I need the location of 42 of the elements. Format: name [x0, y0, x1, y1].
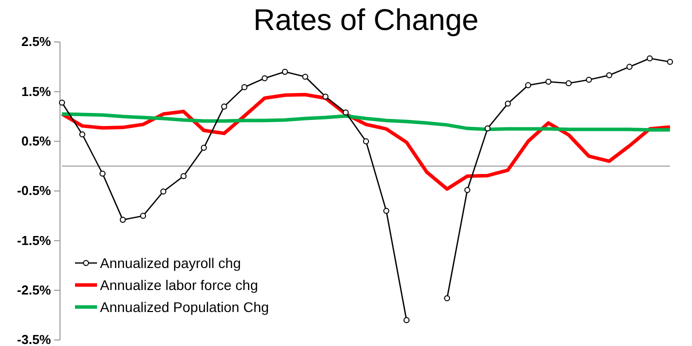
line-series	[60, 92, 672, 191]
point	[646, 55, 653, 62]
point	[100, 170, 106, 177]
point	[525, 82, 532, 88]
point	[626, 64, 632, 70]
point	[221, 104, 228, 110]
point	[545, 78, 552, 85]
point	[140, 212, 146, 219]
legend-label: Annualize labor force chg	[100, 277, 258, 294]
point	[606, 72, 612, 78]
point	[566, 80, 572, 86]
point	[362, 138, 370, 144]
point	[282, 68, 288, 75]
y-tick-label: 2.5%	[21, 34, 52, 50]
point	[58, 100, 66, 106]
point	[586, 76, 592, 83]
point	[404, 317, 410, 324]
point	[444, 295, 450, 302]
point	[160, 188, 166, 195]
point	[120, 216, 126, 223]
legend-label: Annualized payroll chg	[100, 255, 241, 272]
point	[262, 75, 268, 82]
point	[180, 173, 187, 180]
legend-label: Annualized Population Chg	[100, 299, 269, 316]
chart-title: Rates of Change	[253, 4, 479, 37]
point	[241, 84, 248, 90]
y-tick-label: -1.5%	[17, 232, 52, 248]
point	[200, 144, 207, 151]
y-tick-label: -3.5%	[17, 332, 52, 346]
point	[464, 186, 470, 194]
point	[79, 131, 86, 138]
y-tick-label: 1.5%	[21, 84, 52, 99]
point	[383, 208, 390, 214]
point	[322, 94, 328, 100]
y-tick-label: 0.5%	[21, 133, 52, 148]
point	[342, 110, 349, 116]
point	[666, 58, 674, 65]
point	[302, 74, 308, 80]
y-tick-label: -0.5%	[17, 183, 52, 198]
y-tick-label: -2.5%	[17, 282, 52, 298]
point	[504, 100, 511, 107]
point	[484, 125, 491, 132]
